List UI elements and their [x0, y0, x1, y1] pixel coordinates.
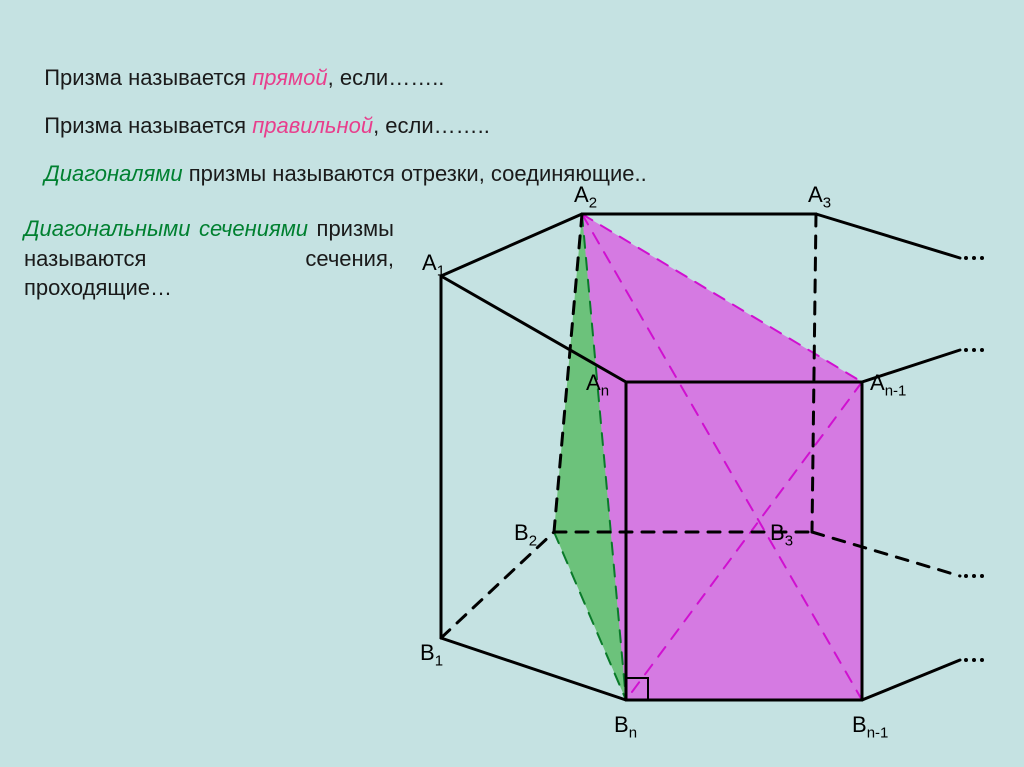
vertex-label-B3: B3 — [770, 520, 793, 549]
vertex-label-B1: B1 — [420, 640, 443, 669]
vertex-label-B2: B2 — [514, 520, 537, 549]
vertex-label-Anm1: An-1 — [870, 370, 906, 399]
vertex-label-Bnm1: Bn-1 — [852, 712, 888, 741]
vertex-label-An: An — [586, 370, 609, 399]
vertex-label-A2: A2 — [574, 182, 597, 211]
vertex-label-A1: A1 — [422, 250, 445, 279]
vertex-label-A3: A3 — [808, 182, 831, 211]
vertex-label-Bn: Bn — [614, 712, 637, 741]
